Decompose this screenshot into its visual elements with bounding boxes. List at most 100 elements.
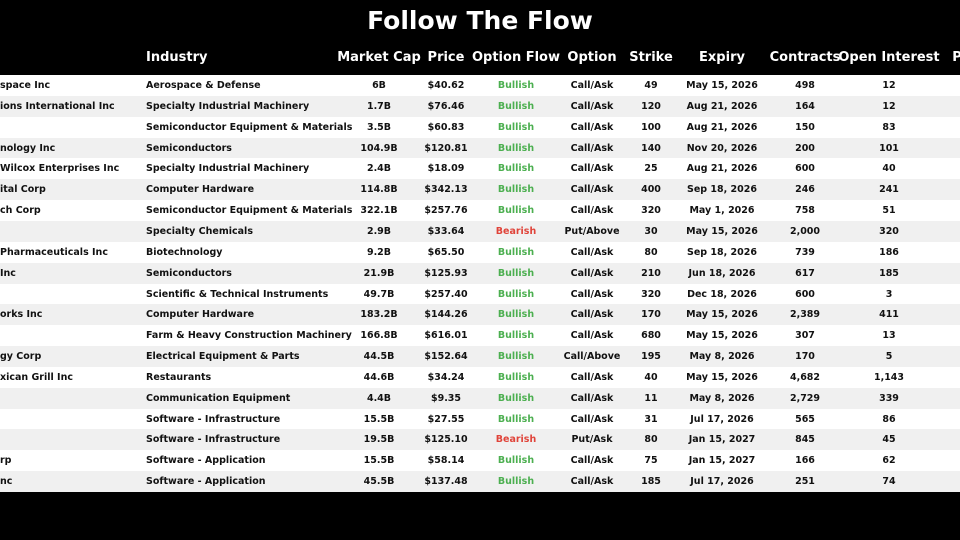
table-row: Software - Infrastructure 19.5B $125.10 Bea… [0,429,960,451]
cell-option: Call/Ask [570,455,614,467]
table-row: gy Corp Electrical Equipment & Parts 44.5B… [0,346,960,368]
cell-strike: 31 [644,413,658,425]
cell-market-cap: 104.9B [360,142,398,154]
table-row: space Inc Aerospace & Defense 6B $40.62 Bull… [0,75,960,96]
column-header: Open Interest [838,50,940,65]
cell-expiry: May 8, 2026 [689,392,755,404]
cell-option: Call/Ask [570,371,614,383]
cell-strike: 100 [641,121,661,133]
cell-market-cap: 4.4B [366,392,392,404]
cell-expiry: May 15, 2026 [686,330,758,342]
cell-price: $27.55 [427,413,465,425]
cell-open-interest: 12 [882,80,896,91]
cell-expiry: Sep 18, 2026 [687,184,757,196]
cell-price: $34.24 [427,371,465,383]
cell-option-flow: Bearish [495,225,537,237]
cell-contracts: 600 [795,288,815,300]
cell-market-cap: 6B [372,80,386,91]
cell-strike: 320 [641,205,661,217]
cell-market-cap: 2.9B [366,225,392,237]
cell-option: Call/Ask [570,288,614,300]
table-row: Wilcox Enterprises Inc Specialty Industri… [0,158,960,180]
cell-strike: 40 [644,371,658,383]
cell-name: orks Inc [0,309,43,321]
cell-open-interest: 1,143 [873,371,905,383]
cell-industry: Computer Hardware [146,309,255,321]
column-header: Contracts [769,50,841,65]
table-row: Farm & Heavy Construction Machinery 166.8… [0,325,960,347]
cell-price: $60.83 [427,121,465,133]
column-header: Strike [629,50,673,65]
cell-option-flow: Bullish [497,330,535,342]
cell-open-interest: 83 [882,121,896,133]
cell-open-interest: 339 [879,392,899,404]
table-row: Pharmaceuticals Inc Biotechnology 9.2B $65.… [0,241,960,263]
cell-option-flow: Bullish [497,476,535,488]
cell-option: Call/Ask [570,205,614,217]
cell-industry: Semiconductors [146,142,232,154]
cell-option-flow: Bullish [497,163,535,175]
cell-market-cap: 21.9B [363,267,395,279]
cell-industry: Computer Hardware [146,184,255,196]
cell-expiry: Aug 21, 2026 [686,100,758,112]
cell-industry: Specialty Industrial Machinery [146,100,310,112]
cell-option: Call/Ask [570,80,614,91]
cell-strike: 680 [641,330,661,342]
cell-expiry: May 15, 2026 [686,371,758,383]
cell-price: $58.14 [427,455,465,467]
cell-price: $120.81 [424,142,468,154]
table-row: nc Software - Application 45.5B $137.48 Bull… [0,471,960,493]
column-header: Option [567,50,617,65]
cell-expiry: Sep 18, 2026 [687,246,757,258]
cell-option-flow: Bearish [495,434,537,446]
cell-strike: 49 [644,80,658,91]
cell-name: ital Corp [0,184,46,196]
cell-option-flow: Bullish [497,392,535,404]
cell-name: Inc [0,267,16,279]
cell-strike: 75 [644,455,658,467]
cell-industry: Semiconductor Equipment & Materials [146,121,353,133]
cell-price: $152.64 [424,351,468,363]
cell-market-cap: 1.7B [366,100,392,112]
cell-market-cap: 49.7B [363,288,395,300]
cell-price: $257.76 [424,205,468,217]
cell-name: ch Corp [0,205,41,217]
table-row: ions International Inc Specialty Industri… [0,95,960,117]
cell-open-interest: 3 [885,288,893,300]
cell-industry: Scientific & Technical Instruments [146,288,329,300]
cell-price: $33.64 [427,225,465,237]
cell-open-interest: 320 [879,225,899,237]
cell-expiry: May 15, 2026 [686,80,758,91]
cell-contracts: 565 [795,413,815,425]
cell-market-cap: 19.5B [363,434,395,446]
cell-name: nology Inc [0,142,56,154]
cell-option-flow: Bullish [497,121,535,133]
cell-option-flow: Bullish [497,100,535,112]
cell-option-flow: Bullish [497,371,535,383]
cell-open-interest: 241 [879,184,899,196]
cell-market-cap: 44.5B [363,351,395,363]
cell-price: $9.35 [430,392,462,404]
table-row: Software - Infrastructure 15.5B $27.55 Bull… [0,408,960,430]
cell-contracts: 307 [795,330,815,342]
cell-expiry: Jan 15, 2027 [688,455,756,467]
cell-market-cap: 166.8B [360,330,398,342]
table-row: xican Grill Inc Restaurants 44.6B $34.24 Bul… [0,366,960,388]
column-header: Industry [146,50,208,65]
cell-open-interest: 62 [882,455,896,467]
cell-option: Call/Ask [570,309,614,321]
cell-market-cap: 15.5B [363,455,395,467]
cell-contracts: 166 [795,455,815,467]
cell-expiry: Jul 17, 2026 [690,413,754,425]
cell-open-interest: 40 [882,163,896,175]
cell-contracts: 164 [795,100,815,112]
cell-strike: 320 [641,288,661,300]
cell-option-flow: Bullish [497,267,535,279]
cell-industry: Restaurants [146,371,212,383]
cell-option: Call/Ask [570,392,614,404]
cell-option: Call/Ask [570,163,614,175]
cell-strike: 170 [641,309,661,321]
cell-expiry: May 15, 2026 [686,309,758,321]
cell-strike: 210 [641,267,661,279]
